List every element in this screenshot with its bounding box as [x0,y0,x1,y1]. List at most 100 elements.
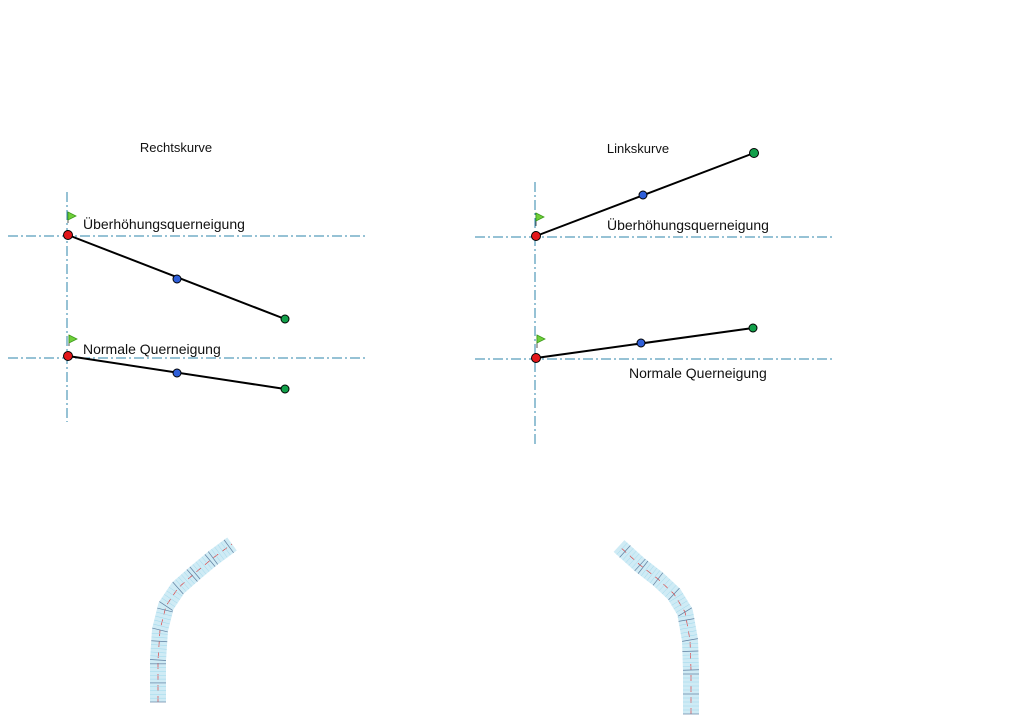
road-station-tick [631,556,643,569]
right-curve-diagram: Rechtskurve Überhöhungsquerneigung Norma… [8,140,366,422]
road-station-tick [198,559,210,572]
road-station-tick [150,647,167,650]
road-station-tick [652,572,664,586]
road-station-tick [151,644,167,646]
road-station-tick [661,581,674,595]
road-station-tick [178,576,190,590]
road-station-tick [665,584,677,598]
end-point[interactable] [280,314,290,324]
normal-slope-label: Normale Querneigung [83,341,221,357]
flag-icon[interactable] [68,334,78,346]
road-edge [613,540,699,714]
road-station-tick [161,597,176,608]
road-station-tick [619,545,631,558]
road-station-tick [643,565,655,579]
road-station-tick [157,607,173,613]
normal-slope-label: Normale Querneigung [629,365,767,381]
road-station-tick [679,626,696,630]
road-station-tick [195,561,207,575]
road-edge [150,537,237,702]
start-point[interactable] [531,353,541,363]
start-point[interactable] [63,230,73,240]
road-station-tick [207,551,219,565]
road-station-tick [682,658,699,660]
road-station-tick [186,569,198,582]
flag-icon[interactable] [536,334,546,348]
road-station-tick [682,654,699,656]
road-station-tick [682,665,699,667]
left-curve-diagram: Linkskurve Überhöhungsquerneigung Normal… [475,141,833,444]
road-centerline [618,545,692,714]
superelevation-label: Überhöhungsquerneigung [607,216,769,233]
end-point[interactable] [748,323,758,333]
road-station-tick [181,574,192,587]
right-curve-title: Rechtskurve [140,140,212,155]
mid-point[interactable] [172,368,182,378]
road-station-tick [640,563,652,577]
road-station-tick [159,601,173,611]
road-station-tick [677,607,693,617]
flag-icon[interactable] [67,211,77,223]
road-station-tick [183,571,195,585]
mid-point[interactable] [636,338,646,348]
road-station-tick [151,640,168,643]
road-station-tick [616,542,628,555]
road-station-tick [628,553,640,566]
road-station-tick [201,556,213,570]
road-station-tick [682,661,699,664]
road-station-tick [154,619,170,625]
left-curve-road-plan [613,540,700,715]
road-station-tick [677,614,694,618]
road-station-tick [637,560,649,574]
road-station-tick [211,549,222,563]
road-station-tick [649,570,661,584]
start-point[interactable] [63,351,73,361]
road-station-tick [153,623,169,629]
road-station-tick [680,630,697,634]
road-station-tick [655,575,667,589]
road-station-tick [156,611,172,617]
right-curve-road-plan [149,537,237,703]
road-station-tick [220,542,231,556]
road-station-tick [189,566,201,580]
road-station-tick [669,593,684,602]
mid-point[interactable] [172,274,182,284]
road-station-tick [175,579,187,592]
road-centerline [157,543,233,702]
road-station-tick [622,548,634,561]
road-station-tick [192,564,204,577]
road-station-tick [151,636,168,639]
road-station-tick [223,539,234,553]
road-station-tick [682,638,698,642]
road-station-tick [646,567,658,581]
superelevation-label: Überhöhungsquerneigung [83,215,245,232]
road-station-tick [675,604,690,613]
road-station-tick [658,578,671,592]
start-point[interactable] [531,231,541,241]
road-station-tick [172,581,184,595]
road-station-tick [149,659,167,661]
flag-icon[interactable] [535,212,545,226]
left-curve-title: Linkskurve [607,141,669,156]
road-station-tick [681,634,698,638]
road-station-tick [682,650,699,652]
road-station-tick [150,651,167,654]
road-station-tick [682,669,700,671]
mid-point[interactable] [638,190,648,200]
road-station-tick [673,600,688,610]
road-station-tick [152,627,168,633]
road-station-tick [679,622,696,626]
road-station-tick [678,618,695,622]
road-station-tick [625,550,637,563]
road-station-tick [151,632,168,635]
road-station-tick [204,554,216,567]
end-point[interactable] [280,384,290,394]
road-station-tick [634,558,646,572]
road-station-tick [164,594,178,604]
road-station-tick [682,643,699,645]
end-point[interactable] [749,148,759,158]
road-station-tick [166,590,180,600]
road-station-tick [671,596,686,606]
road-station-tick [150,655,167,658]
